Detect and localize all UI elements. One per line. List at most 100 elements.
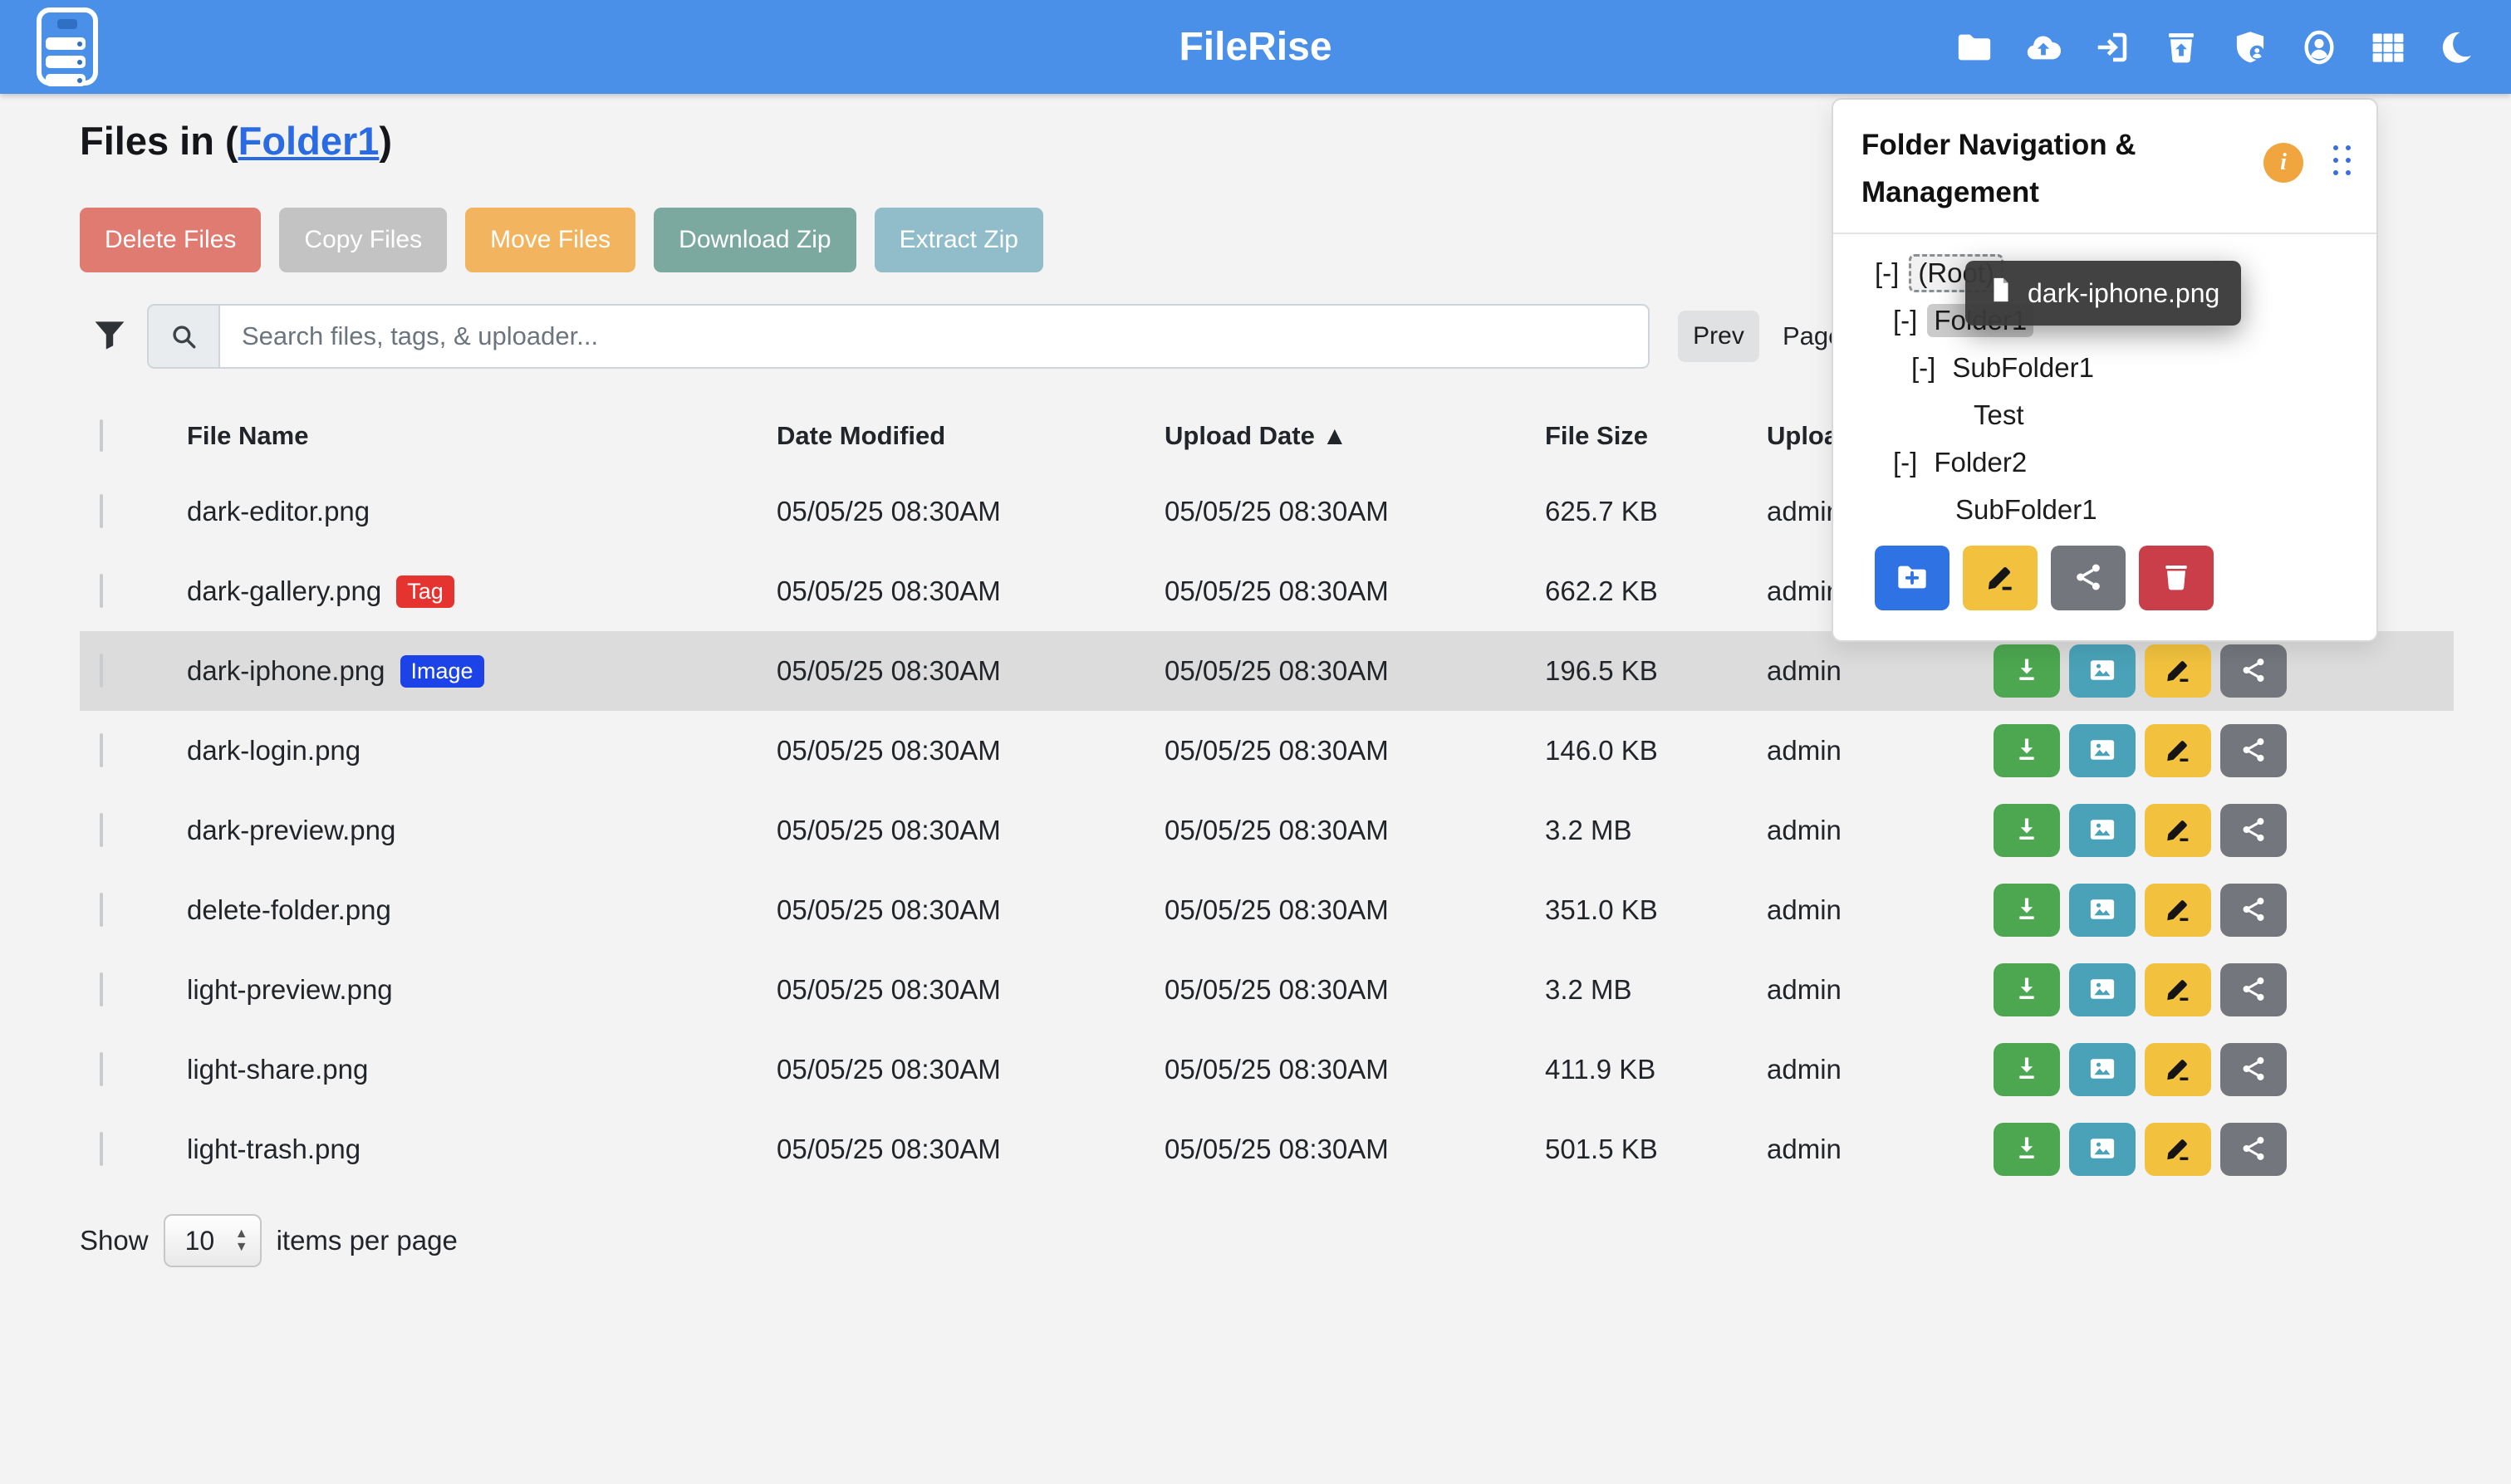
file-icon [1987, 276, 2015, 311]
tree-toggle[interactable]: [-] [1893, 304, 1918, 335]
delete-files-button[interactable]: Delete Files [80, 208, 262, 272]
tree-toggle[interactable]: [-] [1893, 446, 1918, 478]
share-button[interactable] [2051, 546, 2126, 610]
column-header-file-name[interactable]: File Name [187, 421, 309, 450]
tree-item-folder2[interactable]: [-] Folder2 [1833, 438, 2376, 486]
table-row[interactable]: dark-iphone.png Image 05/05/25 08:30AM 05/0… [80, 631, 2454, 711]
row-checkbox[interactable] [100, 1132, 103, 1166]
row-checkbox[interactable] [100, 654, 103, 688]
profile-icon[interactable] [2300, 28, 2338, 66]
share-button[interactable] [2220, 1123, 2287, 1176]
download-button[interactable] [1994, 1123, 2060, 1176]
info-icon[interactable]: i [2263, 143, 2303, 183]
image-preview-button[interactable] [2069, 724, 2136, 777]
prev-page-button[interactable]: Prev [1678, 311, 1759, 362]
download-button[interactable] [1994, 1043, 2060, 1096]
sign-out-icon[interactable] [2093, 28, 2131, 66]
file-badge: Image [400, 654, 484, 688]
share-button[interactable] [2220, 1043, 2287, 1096]
trash-restore-icon[interactable] [2162, 28, 2200, 66]
tree-folder-label[interactable]: Folder2 [1934, 446, 2028, 478]
row-checkbox[interactable] [100, 494, 103, 528]
share-icon [2239, 974, 2268, 1006]
download-button[interactable] [1994, 644, 2060, 698]
drag-handle-icon[interactable] [2333, 145, 2355, 180]
grid-icon[interactable] [2369, 28, 2407, 66]
column-header-date-modified[interactable]: Date Modified [777, 421, 946, 450]
trash-button[interactable] [2139, 546, 2214, 610]
download-icon [2012, 735, 2042, 767]
edit-button[interactable] [2145, 884, 2211, 937]
row-checkbox[interactable] [100, 733, 103, 767]
filter-icon[interactable] [91, 316, 128, 356]
row-actions [1994, 804, 2454, 857]
row-checkbox[interactable] [100, 813, 103, 847]
table-row[interactable]: delete-folder.png 05/05/25 08:30AM 05/05/2… [80, 870, 2454, 950]
image-preview-button[interactable] [2069, 1123, 2136, 1176]
tree-toggle[interactable]: [-] [1875, 257, 1900, 288]
folder-plus-button[interactable] [1875, 546, 1949, 610]
image-preview-icon [2087, 735, 2117, 767]
edit-button[interactable] [2145, 724, 2211, 777]
share-button[interactable] [2220, 724, 2287, 777]
table-row[interactable]: light-trash.png 05/05/25 08:30AM 05/05/25 … [80, 1109, 2454, 1189]
edit-button[interactable] [2145, 1043, 2211, 1096]
image-preview-button[interactable] [2069, 644, 2136, 698]
column-header-upload-date[interactable]: Upload Date ▲ [1165, 421, 1348, 450]
search-input[interactable] [218, 304, 1650, 369]
show-label: Show [80, 1225, 149, 1256]
tree-folder-label[interactable]: SubFolder1 [1952, 351, 2094, 383]
tree-toggle[interactable]: [-] [1911, 351, 1936, 383]
folder-icon[interactable] [1955, 28, 1994, 66]
tree-item-subfolder1[interactable]: [-] SubFolder1 [1833, 344, 2376, 391]
download-button[interactable] [1994, 884, 2060, 937]
image-preview-button[interactable] [2069, 804, 2136, 857]
image-preview-icon [2087, 1134, 2117, 1166]
file-name: dark-preview.png [187, 815, 396, 845]
download-button[interactable] [1994, 724, 2060, 777]
page-title: Files in (Folder1) [80, 118, 392, 164]
extract-zip-button[interactable]: Extract Zip [874, 208, 1043, 272]
table-row[interactable]: light-share.png 05/05/25 08:30AM 05/05/25 … [80, 1030, 2454, 1109]
row-checkbox[interactable] [100, 972, 103, 1006]
tree-item-test[interactable]: Test [1833, 391, 2376, 438]
row-checkbox[interactable] [100, 1052, 103, 1086]
image-preview-button[interactable] [2069, 1043, 2136, 1096]
file-name: delete-folder.png [187, 894, 391, 925]
image-preview-button[interactable] [2069, 963, 2136, 1016]
download-zip-button[interactable]: Download Zip [654, 208, 856, 272]
share-button[interactable] [2220, 804, 2287, 857]
per-page-select[interactable]: 10 ▲ ▼ [163, 1214, 262, 1267]
share-button[interactable] [2220, 884, 2287, 937]
moon-icon[interactable] [2438, 28, 2476, 66]
upload-date-cell: 05/05/25 08:30AM [1165, 894, 1389, 925]
user-shield-icon[interactable] [2231, 28, 2269, 66]
row-checkbox[interactable] [100, 893, 103, 927]
download-button[interactable] [1994, 963, 2060, 1016]
trash-icon [2160, 561, 2193, 596]
current-folder-link[interactable]: Folder1 [238, 119, 380, 163]
share-button[interactable] [2220, 963, 2287, 1016]
tree-folder-label[interactable]: SubFolder1 [1955, 493, 2097, 525]
edit-button[interactable] [1963, 546, 2038, 610]
select-all-checkbox[interactable] [100, 419, 103, 452]
table-row[interactable]: dark-login.png 05/05/25 08:30AM 05/05/25 0… [80, 711, 2454, 791]
image-preview-button[interactable] [2069, 884, 2136, 937]
share-button[interactable] [2220, 644, 2287, 698]
table-row[interactable]: dark-preview.png 05/05/25 08:30AM 05/05/25… [80, 791, 2454, 870]
edit-button[interactable] [2145, 1123, 2211, 1176]
table-row[interactable]: light-preview.png 05/05/25 08:30AM 05/05/2… [80, 950, 2454, 1030]
download-button[interactable] [1994, 804, 2060, 857]
cloud-upload-icon[interactable] [2024, 28, 2062, 66]
edit-button[interactable] [2145, 804, 2211, 857]
filerise-logo-icon[interactable] [37, 7, 98, 86]
row-checkbox[interactable] [100, 574, 103, 608]
tree-folder-label[interactable]: Test [1974, 399, 2024, 430]
column-header-file-size[interactable]: File Size [1545, 421, 1649, 450]
tree-item-subfolder1[interactable]: SubFolder1 [1833, 486, 2376, 533]
edit-button[interactable] [2145, 963, 2211, 1016]
copy-files-button[interactable]: Copy Files [279, 208, 448, 272]
row-checkbox-cell [80, 494, 187, 528]
move-files-button[interactable]: Move Files [465, 208, 636, 272]
edit-button[interactable] [2145, 644, 2211, 698]
